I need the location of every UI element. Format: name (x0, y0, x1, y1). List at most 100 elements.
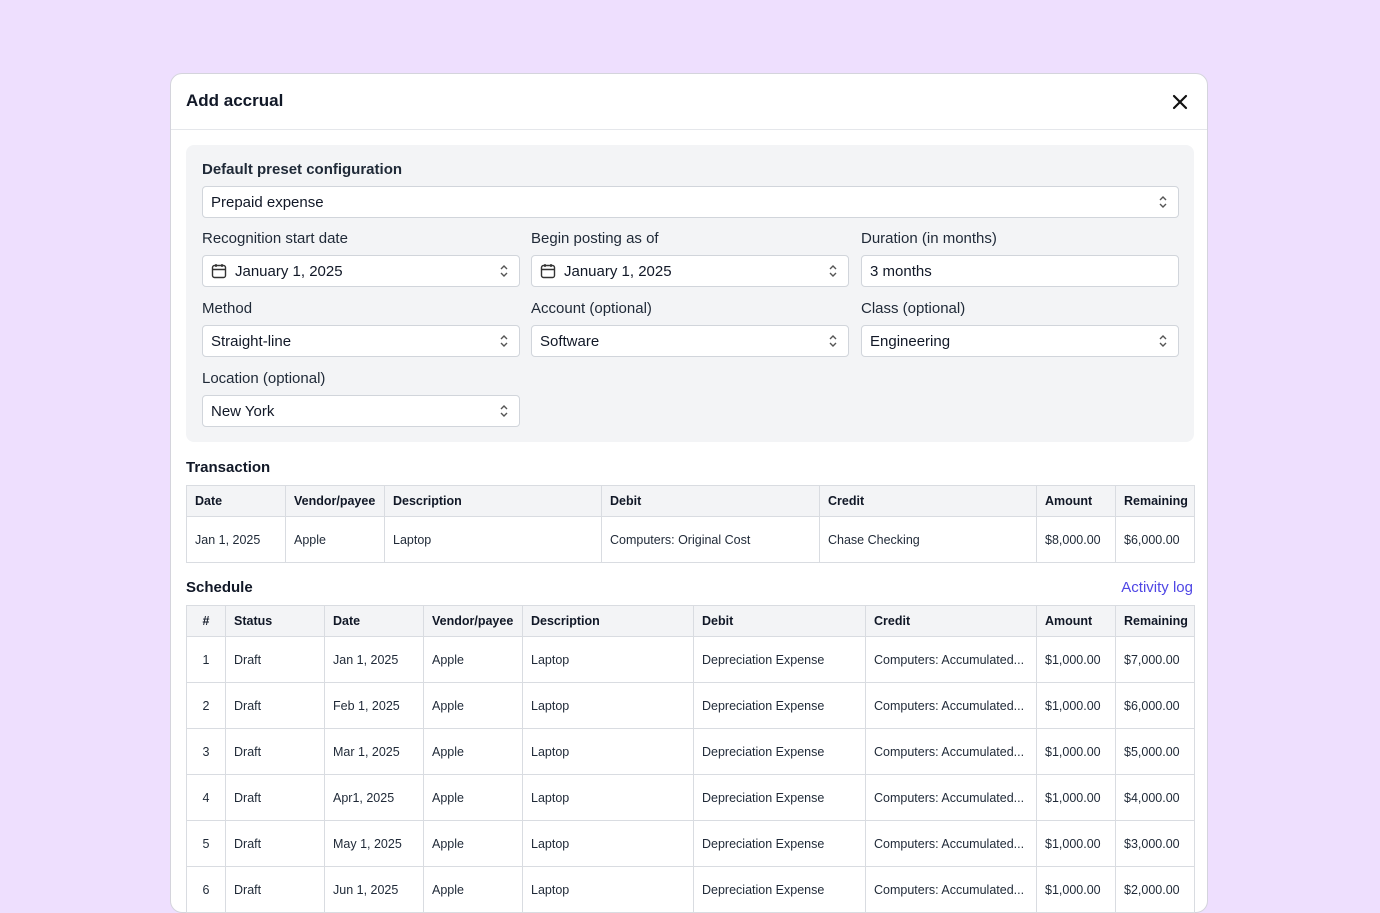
table-cell: $1,000.00 (1036, 682, 1116, 729)
calendar-icon (540, 264, 556, 279)
chevron (829, 335, 837, 347)
header-row: Date Vendor/payee Description Debit Credit Am… (186, 485, 1195, 517)
table-cell: Draft (225, 682, 325, 729)
table-cell: 5 (186, 820, 226, 867)
select[interactable]: Straight-line (202, 325, 520, 357)
table-cell: Depreciation Expense (693, 774, 866, 821)
table-row: 1 Draft Jan 1, 2025 Apple Laptop Depreciation… (186, 636, 1195, 683)
calendar-icon (211, 264, 227, 279)
select-value: Straight-line (211, 332, 292, 350)
table-cell: Computers: Accumulated... (865, 820, 1037, 867)
table-cell: Computers: Original Cost (601, 516, 820, 563)
table-cell: Laptop (522, 774, 694, 821)
chevron (500, 335, 508, 347)
input-value: 3 months (870, 262, 932, 280)
preset-select[interactable]: Prepaid expense (202, 186, 1179, 218)
date-select[interactable]: January 1, 2025 (531, 255, 849, 287)
table-cell: Laptop (522, 820, 694, 867)
transaction-table: Date Vendor/payee Description Debit Credit Am… (186, 485, 1195, 563)
table-cell: May 1, 2025 (324, 820, 424, 867)
column-header: Description (522, 605, 694, 637)
page: Add accrual Default preset configuration… (170, 73, 1208, 913)
table-cell: Jan 1, 2025 (186, 516, 286, 563)
table-cell: Mar 1, 2025 (324, 728, 424, 775)
table-cell: $8,000.00 (1036, 516, 1116, 563)
table-cell: Depreciation Expense (693, 682, 866, 729)
table-cell: Feb 1, 2025 (324, 682, 424, 729)
table-cell: Computers: Accumulated... (865, 636, 1037, 683)
select-value: New York (211, 402, 275, 420)
table-cell: $6,000.00 (1115, 516, 1195, 563)
dialog-title: Add accrual (186, 91, 284, 110)
table-cell: Depreciation Expense (693, 820, 866, 867)
table-cell: Apple (423, 682, 523, 729)
table-cell: Apr1, 2025 (324, 774, 424, 821)
field-label: Account (optional) (531, 300, 652, 317)
column-header: Credit (865, 605, 1037, 637)
table-cell: 1 (186, 636, 226, 683)
table-cell: Draft (225, 774, 325, 821)
table-cell: Laptop (384, 516, 602, 563)
table-cell: 2 (186, 682, 226, 729)
column-header: Description (384, 485, 602, 517)
preset-panel: Default preset configuration Prepaid exp… (186, 145, 1194, 442)
section-title: Schedule (186, 579, 253, 596)
table-cell: 4 (186, 774, 226, 821)
dialog: Add accrual Default preset configuration… (170, 73, 1208, 913)
table-row: 4 Draft Apr1, 2025 Apple Laptop Depreciation … (186, 774, 1195, 821)
table-row: 3 Draft Mar 1, 2025 Apple Laptop Depreciation… (186, 728, 1195, 775)
header-row: # Status Date Vendor/payee Description Debit C… (186, 605, 1195, 637)
table-cell: $1,000.00 (1036, 820, 1116, 867)
table-cell: Draft (225, 728, 325, 775)
chevron (500, 405, 508, 417)
dialog-header: Add accrual (171, 74, 1207, 130)
table-cell: Depreciation Expense (693, 728, 866, 775)
table-cell: $5,000.00 (1115, 728, 1195, 775)
table-cell: Apple (285, 516, 385, 563)
table-row: 5 Draft May 1, 2025 Apple Laptop Depreciation… (186, 820, 1195, 867)
table-cell: $6,000.00 (1115, 682, 1195, 729)
column-header: Remaining (1115, 485, 1195, 517)
table-cell: Computers: Accumulated... (865, 728, 1037, 775)
column-header: Vendor/payee (423, 605, 523, 637)
column-header: Debit (601, 485, 820, 517)
close-button[interactable] (1171, 93, 1189, 111)
table-cell: Apple (423, 636, 523, 683)
table-cell: Apple (423, 774, 523, 821)
table-row: 2 Draft Feb 1, 2025 Apple Laptop Depreciation… (186, 682, 1195, 729)
chevron (1159, 196, 1167, 208)
table-cell: Chase Checking (819, 516, 1037, 563)
schedule-table: # Status Date Vendor/payee Description Debit C… (186, 605, 1195, 913)
select-value: January 1, 2025 (564, 262, 672, 280)
column-header: Amount (1036, 485, 1116, 517)
column-header: Date (186, 485, 286, 517)
table-cell: Depreciation Expense (693, 636, 866, 683)
table-cell: $1,000.00 (1036, 774, 1116, 821)
column-header: Credit (819, 485, 1037, 517)
activity-log-link[interactable]: Activity log (1121, 579, 1193, 596)
select[interactable]: Software (531, 325, 849, 357)
table-cell: Draft (225, 820, 325, 867)
table-cell: Apple (423, 728, 523, 775)
table-cell: $1,000.00 (1036, 636, 1116, 683)
select-value: Software (540, 332, 600, 350)
text-input[interactable]: 3 months (861, 255, 1179, 287)
table-cell: $7,000.00 (1115, 636, 1195, 683)
table-cell: Laptop (522, 728, 694, 775)
section-title: Transaction (186, 459, 271, 476)
chevron (1159, 335, 1167, 347)
select[interactable]: New York (202, 395, 520, 427)
column-header: Amount (1036, 605, 1116, 637)
chevron (829, 265, 837, 277)
table-cell: Apple (423, 820, 523, 867)
preset-label: Default preset configuration (202, 161, 403, 178)
date-select[interactable]: January 1, 2025 (202, 255, 520, 287)
select[interactable]: Engineering (861, 325, 1179, 357)
field-label: Class (optional) (861, 300, 966, 317)
chevron (500, 265, 508, 277)
column-header: Status (225, 605, 325, 637)
table-cell: Computers: Accumulated... (865, 774, 1037, 821)
select-value: Prepaid expense (211, 193, 324, 211)
column-header: Remaining (1115, 605, 1195, 637)
table-cell: Jan 1, 2025 (324, 636, 424, 683)
